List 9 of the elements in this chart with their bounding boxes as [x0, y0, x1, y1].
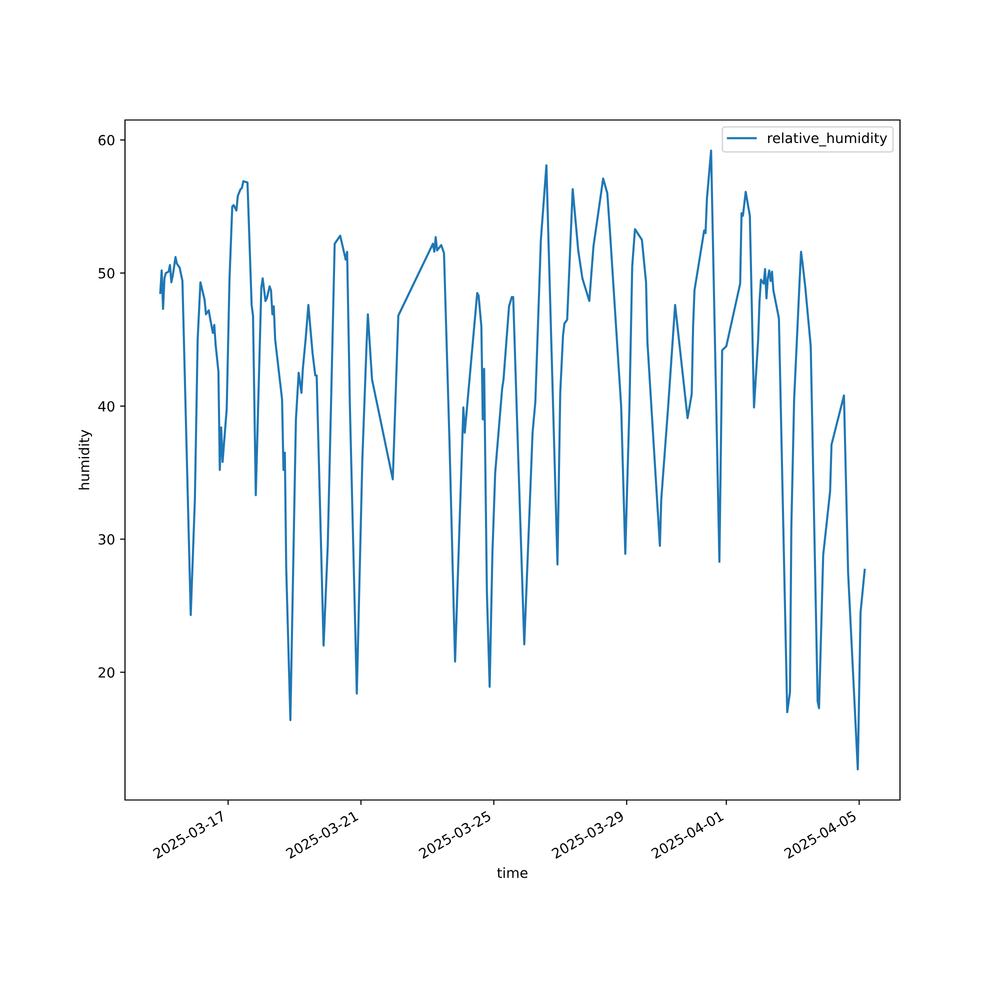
line-series — [159, 150, 866, 770]
x-axis-title: time — [497, 867, 528, 878]
y-axis-title: humidity — [78, 430, 92, 490]
y-tick-label: 40 — [98, 401, 114, 412]
y-tick-label: 30 — [98, 534, 114, 545]
y-tick-label: 60 — [98, 134, 114, 146]
y-tick-label: 50 — [98, 268, 114, 279]
legend-label: relative_humidity — [768, 132, 888, 146]
y-tick-label: 20 — [98, 667, 114, 678]
